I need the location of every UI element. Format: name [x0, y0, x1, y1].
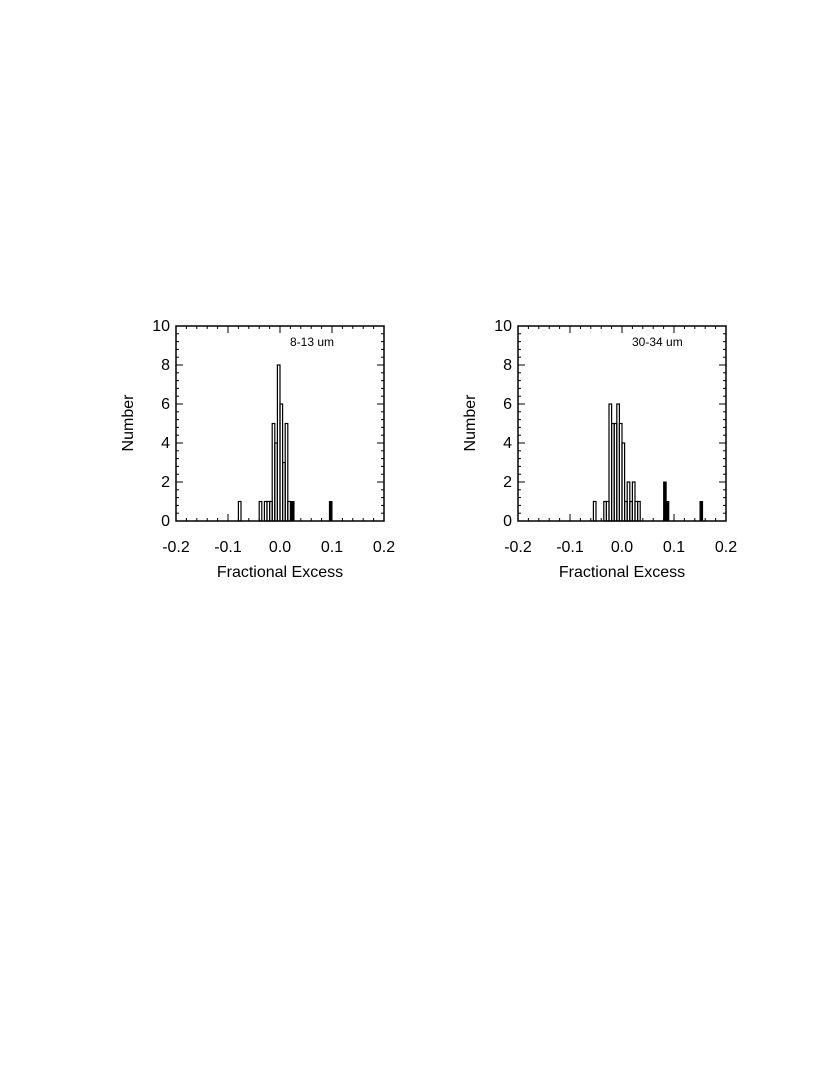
y-axis-label: Number: [462, 394, 479, 452]
x-tick-label: 0.2: [373, 539, 395, 556]
y-tick-label: 6: [161, 396, 170, 413]
x-tick-label: -0.1: [556, 539, 584, 556]
y-tick-label: 2: [161, 474, 170, 491]
x-tick-label: -0.2: [504, 539, 532, 556]
histogram-bar-filled: [665, 501, 670, 522]
x-tick-label: 0.2: [715, 539, 737, 556]
histogram-bar: [636, 500, 641, 522]
histogram-bar-filled: [290, 501, 295, 522]
y-tick-label: 4: [503, 435, 512, 452]
histogram-panel-8-13um: 8-13 um Fractional Excess Number -0.2 -0.…: [120, 318, 395, 581]
x-tick-label: -0.2: [162, 539, 190, 556]
x-tick-label: 0.0: [611, 539, 633, 556]
x-tick-label: 0.0: [269, 539, 291, 556]
y-tick-label: 2: [503, 474, 512, 491]
x-tick-label: -0.1: [214, 539, 242, 556]
y-tick-label: 4: [161, 435, 170, 452]
histogram-panel-30-34um: 30-34 um Fractional Excess Number -0.2 -0…: [462, 318, 737, 581]
y-tick-label: 0: [503, 513, 512, 530]
y-tick-label: 8: [503, 357, 512, 374]
panel-annotation: 30-34 um: [632, 335, 683, 349]
y-tick-label: 8: [161, 357, 170, 374]
y-tick-label: 10: [494, 318, 512, 335]
histogram-bar: [592, 500, 597, 522]
y-tick-label: 6: [503, 396, 512, 413]
histogram-bar-filled: [699, 501, 704, 522]
y-tick-label: 10: [152, 318, 170, 335]
panel-annotation: 8-13 um: [290, 335, 334, 349]
x-tick-label: 0.1: [663, 539, 685, 556]
y-axis-label: Number: [120, 394, 137, 452]
y-tick-label: 0: [161, 513, 170, 530]
x-axis-label: Fractional Excess: [559, 564, 685, 581]
x-axis-label: Fractional Excess: [217, 564, 343, 581]
x-tick-label: 0.1: [321, 539, 343, 556]
